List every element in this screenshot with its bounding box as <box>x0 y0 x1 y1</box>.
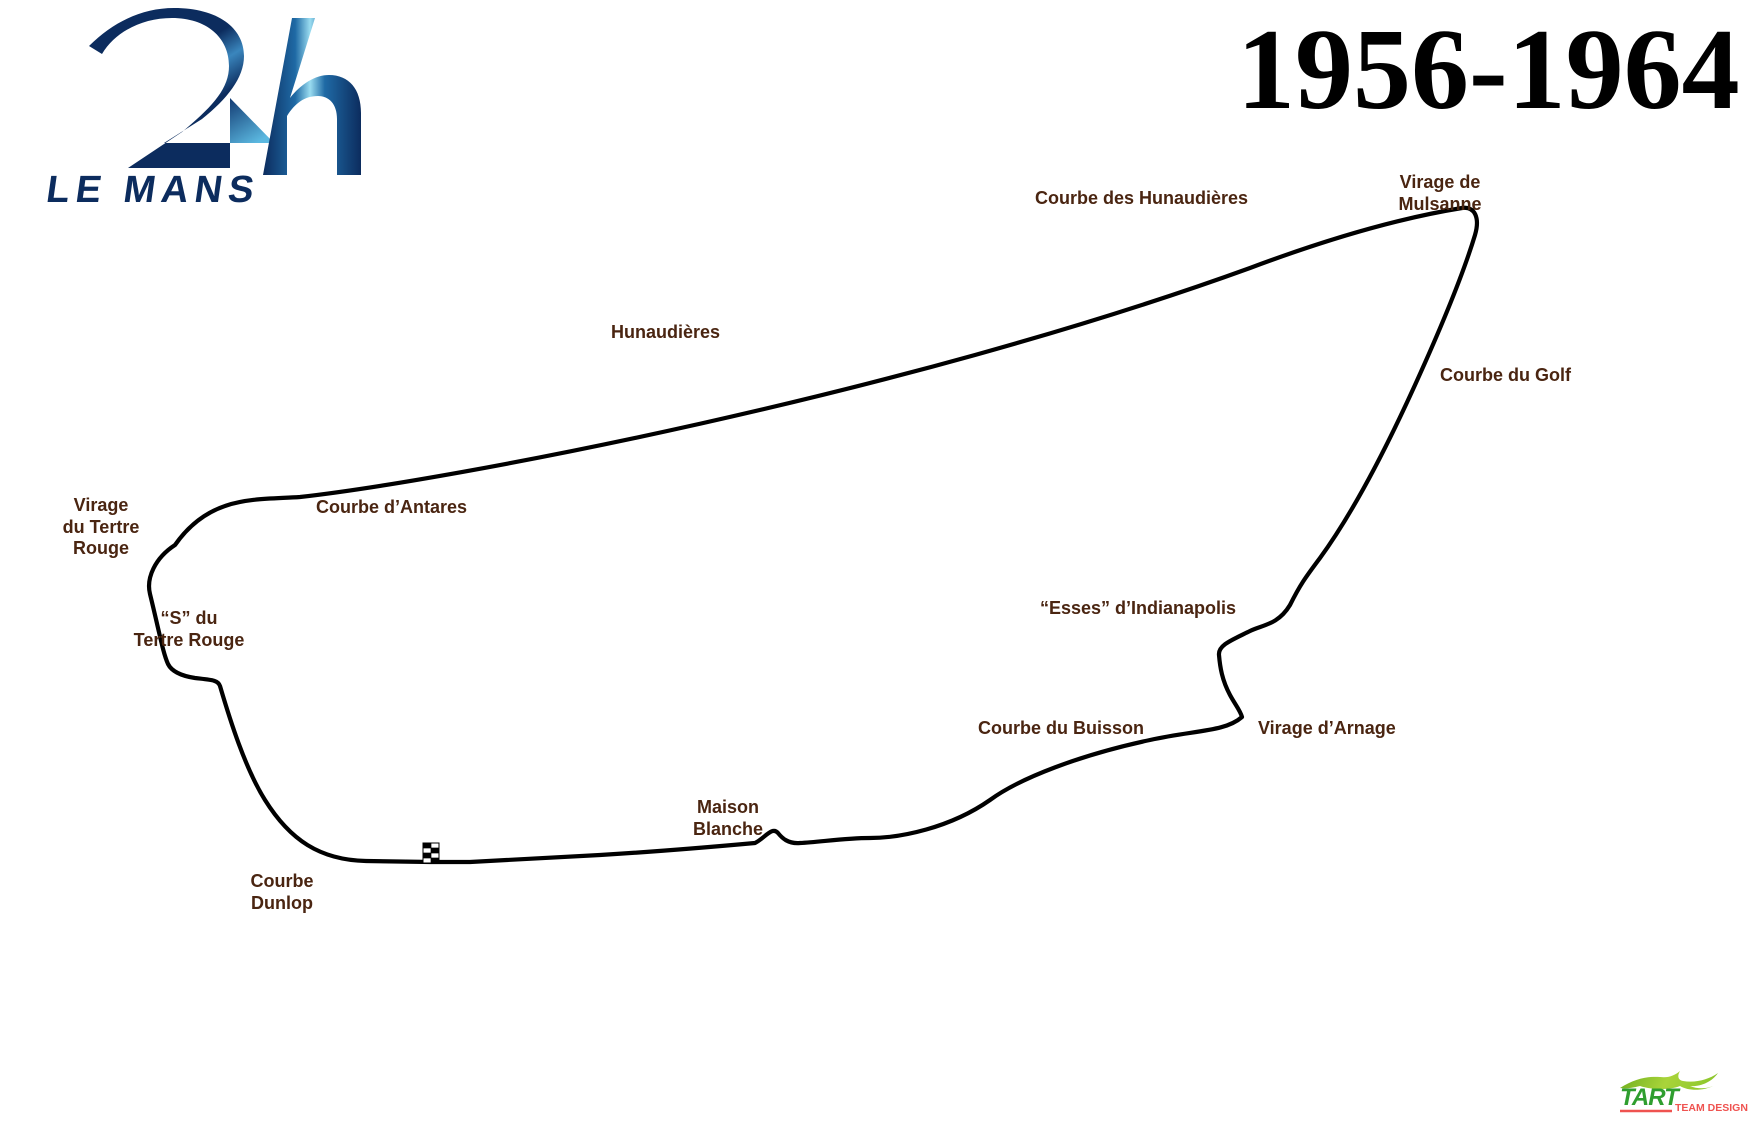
svg-text:TART: TART <box>1620 1084 1681 1111</box>
svg-text:TEAM DESIGN: TEAM DESIGN <box>1675 1102 1748 1114</box>
